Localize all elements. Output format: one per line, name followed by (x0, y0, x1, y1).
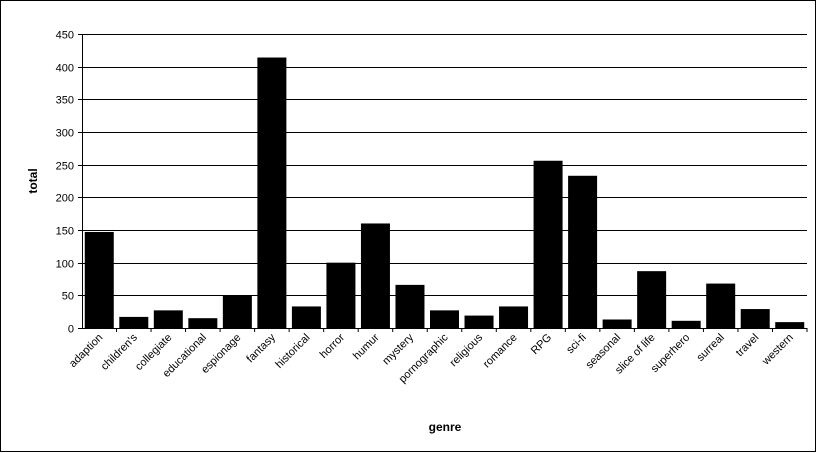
y-tick-label: 450 (56, 30, 74, 42)
x-tick-label: travel (734, 332, 762, 360)
x-tick-label: romance (481, 332, 520, 371)
x-tick-label: fantasy (244, 331, 278, 365)
bar-religious (464, 315, 494, 328)
x-tick-label: humur (351, 331, 382, 362)
bar-romance (499, 306, 529, 328)
x-tick-labels: adaptionchildren'scollegiateeducationale… (67, 331, 796, 385)
y-tick-labels: 0 50 100 150 200 250 300 350 400 450 (56, 30, 74, 336)
bars (84, 57, 805, 329)
bar-mystery (395, 284, 425, 328)
x-tick-label: historical (273, 332, 312, 371)
y-tick-label: 350 (56, 95, 74, 107)
x-tick-label: western (759, 332, 795, 368)
x-tick-label: surreal (695, 332, 727, 364)
y-tick-label: 400 (56, 63, 74, 75)
bar-horror (326, 262, 356, 328)
y-tick-label: 200 (56, 193, 74, 205)
bar-pornographic (430, 310, 459, 328)
bar-fantasy (257, 57, 287, 329)
bar-espionage (222, 295, 252, 328)
bar-superhero (671, 320, 701, 328)
x-tick-label: sci-fi (564, 332, 588, 356)
bar-educational (188, 318, 218, 328)
x-tick-label: religious (448, 331, 486, 369)
bar-slice-of-life (637, 271, 667, 328)
y-tick-label: 250 (56, 161, 74, 173)
bar-adaption (84, 231, 114, 328)
bar-humur (360, 223, 390, 328)
bar-historical (291, 306, 321, 328)
bar-rpg (533, 160, 563, 328)
x-tick-label: horror (318, 331, 347, 360)
x-tick-label: RPG (529, 332, 554, 357)
bar-surreal (706, 283, 736, 328)
y-tick-label: 100 (56, 259, 74, 271)
bar-sci-fi (568, 175, 598, 328)
y-tick-label: 50 (62, 291, 74, 303)
y-tick-label: 150 (56, 226, 74, 238)
bar-collegiate (153, 310, 183, 328)
axes (78, 34, 808, 332)
y-tick-label: 300 (56, 128, 74, 140)
plot-area (82, 34, 807, 328)
gridlines (82, 34, 807, 296)
bar-seasonal (602, 319, 632, 328)
y-tick-label: 0 (68, 324, 74, 336)
bar-travel (740, 309, 770, 328)
y-axis-title: total (26, 168, 40, 193)
bar-western (775, 322, 805, 328)
x-axis-title: genre (429, 420, 462, 434)
bar-children-s (119, 316, 149, 328)
